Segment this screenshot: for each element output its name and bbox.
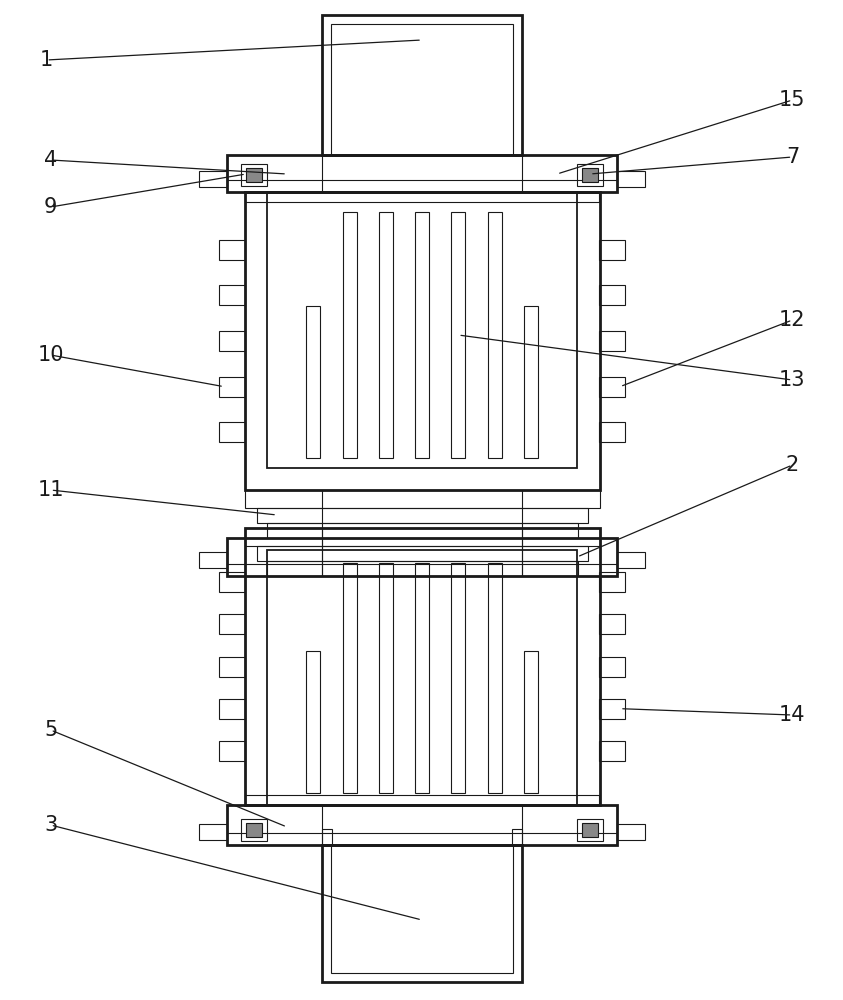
Text: 12: 12 xyxy=(779,310,806,330)
Bar xyxy=(617,171,645,187)
Bar xyxy=(219,656,245,676)
Bar xyxy=(577,164,603,186)
Bar xyxy=(245,490,600,508)
Bar xyxy=(451,212,465,458)
Bar xyxy=(487,563,502,793)
Bar xyxy=(227,155,617,192)
Bar xyxy=(245,795,599,805)
Bar xyxy=(306,651,320,793)
Text: 15: 15 xyxy=(779,90,806,110)
Bar xyxy=(322,845,522,982)
Bar xyxy=(524,651,538,793)
Bar xyxy=(219,572,245,592)
Bar xyxy=(599,285,625,305)
Text: 14: 14 xyxy=(779,705,806,725)
Bar xyxy=(599,240,625,260)
Bar xyxy=(219,240,245,260)
Bar xyxy=(617,824,645,840)
Bar xyxy=(267,523,578,538)
Bar xyxy=(245,192,599,202)
Bar xyxy=(342,563,357,793)
Bar xyxy=(219,377,245,397)
Bar xyxy=(379,563,393,793)
Bar xyxy=(267,550,577,805)
Bar xyxy=(241,819,267,841)
Text: 13: 13 xyxy=(779,370,806,390)
Bar xyxy=(599,614,625,634)
Bar xyxy=(582,168,598,182)
Bar xyxy=(227,805,617,845)
Bar xyxy=(322,829,332,845)
Bar xyxy=(219,285,245,305)
Bar xyxy=(219,331,245,351)
Text: 4: 4 xyxy=(44,150,57,170)
Text: 5: 5 xyxy=(44,720,57,740)
Bar xyxy=(219,699,245,719)
Bar xyxy=(227,538,617,576)
Bar xyxy=(219,422,245,442)
Bar xyxy=(599,741,625,761)
Text: 9: 9 xyxy=(44,197,57,217)
Bar xyxy=(342,212,357,458)
Bar xyxy=(331,845,513,973)
Bar xyxy=(512,829,522,845)
Bar xyxy=(415,563,429,793)
Bar xyxy=(451,563,465,793)
Text: 2: 2 xyxy=(786,455,799,475)
Bar xyxy=(246,168,262,182)
Bar xyxy=(245,528,600,805)
Bar xyxy=(599,377,625,397)
Bar xyxy=(257,546,588,561)
Bar xyxy=(267,192,577,468)
Bar xyxy=(219,741,245,761)
Bar xyxy=(322,15,522,155)
Text: 7: 7 xyxy=(786,147,799,167)
Bar xyxy=(257,508,588,523)
Bar xyxy=(617,552,645,568)
Bar xyxy=(582,823,598,837)
Bar xyxy=(577,819,603,841)
Bar xyxy=(599,572,625,592)
Text: 1: 1 xyxy=(40,50,53,70)
Bar xyxy=(199,824,227,840)
Bar xyxy=(245,528,600,546)
Bar xyxy=(331,24,513,155)
Bar xyxy=(199,171,227,187)
Bar xyxy=(306,306,320,458)
Text: 3: 3 xyxy=(44,815,57,835)
Bar xyxy=(599,656,625,676)
Bar xyxy=(599,699,625,719)
Bar xyxy=(246,823,262,837)
Text: 11: 11 xyxy=(37,480,64,500)
Bar xyxy=(599,331,625,351)
Bar xyxy=(267,561,578,576)
Bar xyxy=(379,212,393,458)
Bar xyxy=(245,192,600,490)
Bar xyxy=(199,552,227,568)
Bar xyxy=(415,212,429,458)
Bar xyxy=(599,422,625,442)
Text: 10: 10 xyxy=(37,345,64,365)
Bar xyxy=(487,212,502,458)
Bar xyxy=(241,164,267,186)
Bar xyxy=(219,614,245,634)
Bar xyxy=(524,306,538,458)
